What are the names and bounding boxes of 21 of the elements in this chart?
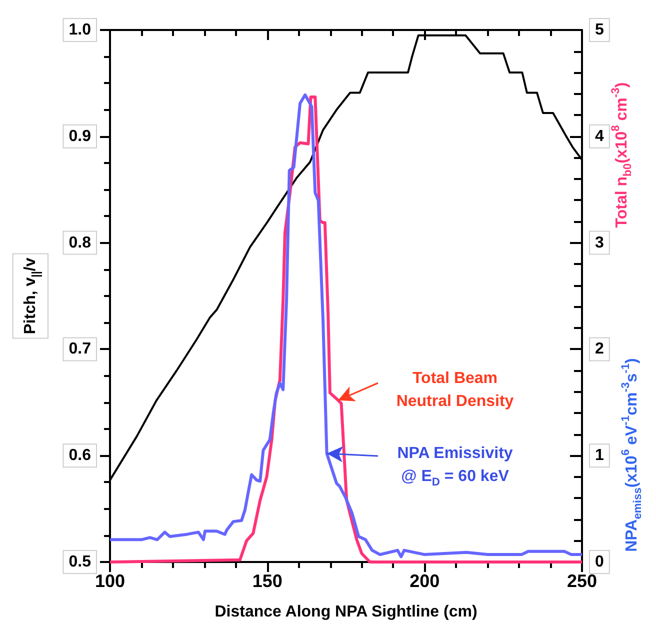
y-tick-label: 0.6 — [68, 447, 92, 464]
y2-tick-label: 5 — [595, 22, 604, 38]
y-tick-label: 0.9 — [68, 128, 92, 145]
y-axis-title: Pitch, v||/v — [22, 258, 42, 334]
y-tick-label: 1.0 — [68, 22, 92, 38]
y-tick-label: 0.7 — [68, 340, 92, 358]
x-axis-title: Distance Along NPA Sightline (cm) — [214, 604, 478, 620]
x-tick-label: 250 — [566, 571, 598, 591]
annotation: Total Beam Neutral Density — [396, 370, 514, 410]
y2-tick-label: 4 — [595, 128, 604, 145]
x-tick-label: 100 — [94, 571, 126, 591]
x-tick-label: 200 — [410, 571, 440, 591]
y2-tick-label: 1 — [595, 447, 604, 464]
y2-tick-label: 2 — [595, 340, 604, 358]
y2-tick-label: 3 — [595, 234, 604, 252]
y-tick-label: 0.8 — [68, 234, 92, 252]
x-tick-label: 150 — [252, 571, 282, 591]
text: NPAemiss(x106 eV-1cm-3s-1) — [620, 358, 644, 552]
y2-tick-label: 0 — [595, 554, 604, 570]
y2-axis-title: Total nb0(x108 cm-3) — [610, 82, 634, 228]
y-tick-label: 0.5 — [68, 554, 92, 570]
